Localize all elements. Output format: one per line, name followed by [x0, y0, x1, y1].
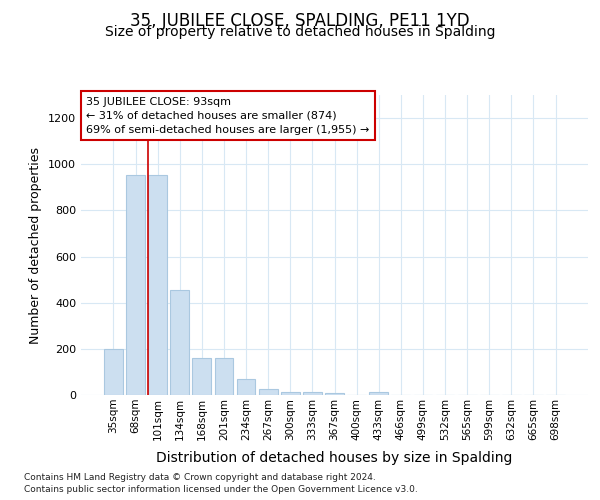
Bar [259, 389, 278, 395]
Bar [236, 379, 256, 395]
Y-axis label: Number of detached properties: Number of detached properties [29, 146, 43, 344]
Bar [370, 392, 388, 395]
Bar [215, 358, 233, 395]
Text: Contains public sector information licensed under the Open Government Licence v3: Contains public sector information licen… [24, 485, 418, 494]
Bar [303, 392, 322, 395]
Bar [148, 174, 167, 395]
Text: 35, JUBILEE CLOSE, SPALDING, PE11 1YD: 35, JUBILEE CLOSE, SPALDING, PE11 1YD [130, 12, 470, 30]
Bar [193, 358, 211, 395]
Bar [325, 392, 344, 395]
Bar [104, 349, 123, 395]
Bar [126, 174, 145, 395]
Text: Size of property relative to detached houses in Spalding: Size of property relative to detached ho… [105, 25, 495, 39]
Text: Contains HM Land Registry data © Crown copyright and database right 2024.: Contains HM Land Registry data © Crown c… [24, 472, 376, 482]
Bar [281, 392, 299, 395]
Bar [170, 290, 189, 395]
X-axis label: Distribution of detached houses by size in Spalding: Distribution of detached houses by size … [157, 451, 512, 465]
Text: 35 JUBILEE CLOSE: 93sqm
← 31% of detached houses are smaller (874)
69% of semi-d: 35 JUBILEE CLOSE: 93sqm ← 31% of detache… [86, 96, 370, 134]
